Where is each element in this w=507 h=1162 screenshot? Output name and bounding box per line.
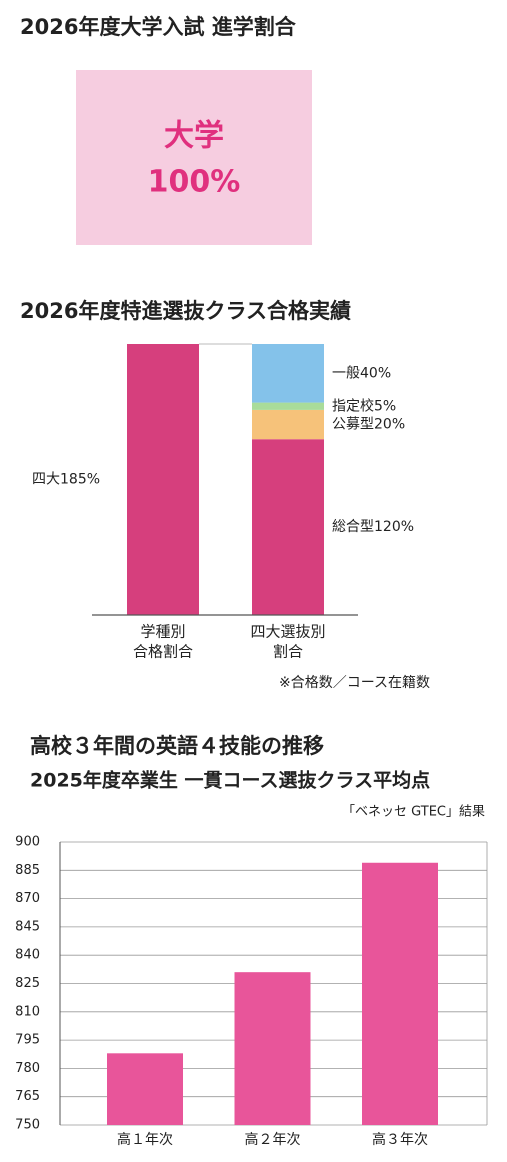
y-tick-label: 840 [15, 948, 40, 963]
segment-label: 四大185% [32, 472, 100, 488]
source: 「ベネッセ GTEC」結果 [342, 805, 485, 820]
bar-segment [252, 439, 324, 615]
summary-box [76, 70, 312, 245]
y-tick-label: 765 [15, 1089, 40, 1104]
segment-label: 一般40% [332, 365, 391, 381]
y-tick-label: 845 [15, 919, 40, 934]
series-name: 指定校 [332, 397, 374, 414]
segment-label: 総合型120% [332, 519, 414, 535]
value-label: 120% [374, 519, 414, 535]
bar-segment [252, 402, 324, 410]
y-tick-label: 810 [15, 1004, 40, 1019]
summary-value: 100% [148, 165, 241, 200]
x-tick-label: 四大選抜別 [250, 623, 325, 641]
x-tick-label: 合格割合 [133, 643, 193, 661]
y-tick-label: 825 [15, 976, 40, 991]
y-tick-label: 870 [15, 891, 40, 906]
y-tick-label: 780 [15, 1061, 40, 1076]
x-tick-label: 高２年次 [245, 1131, 301, 1148]
segment-label: 公募型20% [332, 417, 405, 433]
bar [234, 972, 311, 1125]
x-tick-label: 学種別 [140, 623, 185, 641]
note: ※合格数／コース在籍数 [279, 674, 430, 691]
bar [362, 862, 438, 1125]
y-tick-label: 885 [15, 863, 40, 878]
y-tick-label: 750 [15, 1118, 40, 1133]
series-name: 四大 [32, 472, 60, 488]
series-name: 一般 [332, 365, 360, 381]
bar-segment [127, 344, 199, 615]
summary-title: 2026年度大学入試 進学割合 [20, 15, 297, 39]
bar-segment [252, 409, 324, 440]
x-tick-label: 割合 [273, 643, 303, 661]
chart-subtitle: 2025年度卒業生 一貫コース選抜クラス平均点 [30, 769, 430, 792]
bar [107, 1053, 183, 1125]
value-label: 40% [360, 365, 391, 381]
chart-title: 高校３年間の英語４技能の推移 [30, 734, 324, 758]
value-label: 5% [374, 398, 396, 414]
series-name: 総合型 [332, 519, 374, 535]
series-name: 公募型 [332, 417, 374, 433]
bar-segment [252, 344, 324, 403]
y-tick-label: 795 [15, 1033, 40, 1048]
value-label: 20% [374, 417, 405, 433]
summary-label: 大学 [164, 119, 224, 154]
x-tick-label: 高１年次 [117, 1131, 173, 1148]
segment-label: 指定校5% [332, 397, 396, 414]
y-tick-label: 900 [15, 835, 40, 850]
chart-title: 2026年度特進選抜クラス合格実績 [20, 299, 351, 323]
x-tick-label: 高３年次 [372, 1131, 428, 1148]
value-label: 185% [60, 472, 100, 488]
